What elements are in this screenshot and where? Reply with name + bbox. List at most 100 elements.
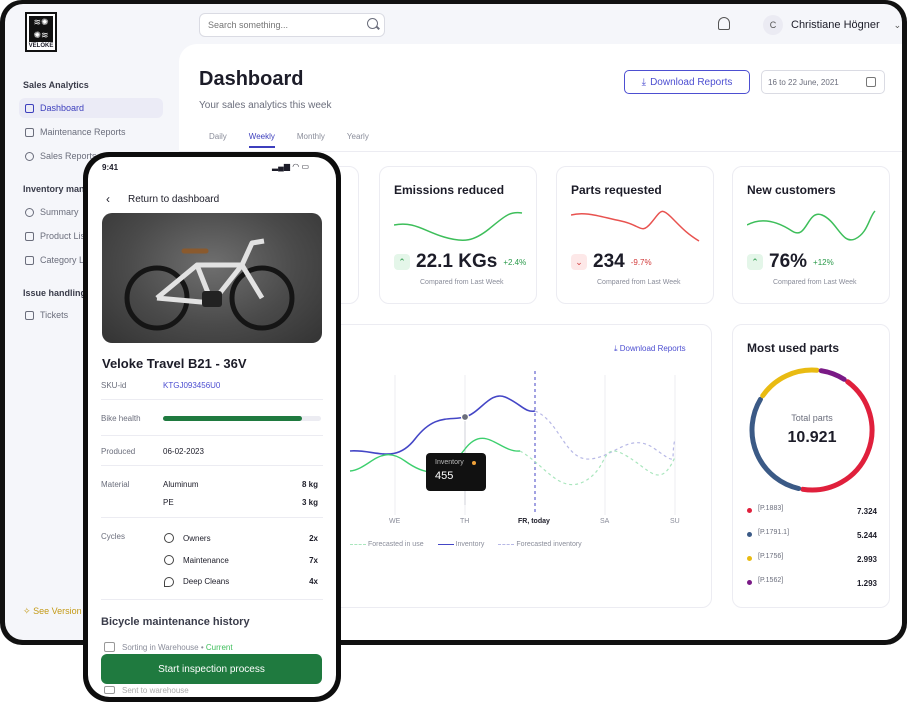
ticket-icon: [25, 310, 34, 320]
category-icon: [25, 255, 34, 265]
user-menu[interactable]: C Christiane Högner ⌄: [763, 14, 901, 36]
sparkle-icon: ✧: [23, 606, 31, 616]
brand-logo[interactable]: ≋✺ ✺≋ VELOKE: [25, 12, 57, 52]
legend-swatch: [437, 543, 454, 545]
x-tick: SU: [670, 518, 680, 525]
sidebar-item-tickets[interactable]: Tickets: [19, 305, 163, 325]
kpi-value-row: ⌄ 234 -9.7%: [571, 251, 652, 273]
sidebar-item-label: Sales Reports: [40, 151, 97, 161]
warehouse-icon: [104, 642, 115, 652]
date-range-picker[interactable]: 16 to 22 June, 2021: [761, 70, 885, 94]
sidebar-item-category-list[interactable]: Category List: [19, 250, 163, 270]
legend-label: Forecasted inventory: [516, 541, 582, 548]
chevron-down-icon: ⌄: [893, 19, 902, 30]
download-label: Download Reports: [650, 76, 733, 88]
chart-download-link[interactable]: ⤓ Download Reports: [614, 344, 686, 354]
cycle-count: 7x: [309, 556, 318, 565]
calendar-icon: [866, 77, 876, 87]
kpi-title: Parts requested: [571, 183, 662, 197]
tooltip-dot-icon: [472, 461, 476, 465]
grid-icon: [25, 231, 34, 241]
part-id: [P.1883]: [758, 505, 784, 512]
donut-slice[interactable]: [800, 379, 875, 493]
health-label: Bike health: [101, 414, 141, 423]
cycle-count: 2x: [309, 534, 318, 543]
legend-forecast-inventory: Forecasted inventory: [498, 541, 582, 548]
cycle-name: Maintenance: [183, 556, 229, 565]
donut-slice[interactable]: [749, 396, 802, 492]
history-item: Sent to warehouse: [122, 686, 189, 695]
logo-mark-icon: ≋✺ ✺≋: [29, 16, 53, 42]
tab-yearly[interactable]: Yearly: [346, 132, 369, 141]
tab-daily[interactable]: Daily: [209, 132, 227, 141]
dashboard-icon: [25, 103, 34, 113]
sidebar-item-product-list[interactable]: Product List: [19, 226, 163, 246]
sidebar-item-sales-reports[interactable]: Sales Reports: [19, 146, 163, 166]
sidebar-item-label: Product List: [40, 231, 88, 241]
history-item: Sorting in Warehouse • Current: [122, 643, 233, 652]
x-tick-today: FR, today: [518, 518, 550, 525]
kpi-sparkline: [394, 211, 523, 242]
sidebar-section-inventory: Inventory mana: [23, 184, 90, 194]
notification-bell-icon[interactable]: [718, 17, 730, 30]
divider: [101, 435, 323, 436]
sidebar-section-issues: Issue handling: [23, 288, 87, 298]
material-name: PE: [163, 498, 174, 507]
donut-slice[interactable]: [760, 367, 820, 399]
sidebar-item-dashboard[interactable]: Dashboard: [19, 98, 163, 118]
sku-label: SKU-id: [101, 381, 127, 390]
cycle-name: Owners: [183, 534, 211, 543]
sidebar-item-label: Dashboard: [40, 103, 85, 113]
part-value: 5.244: [856, 531, 877, 540]
produced-value: 06-02-2023: [163, 447, 204, 456]
download-icon: ⤓: [641, 76, 647, 88]
cycle-count: 4x: [309, 577, 318, 586]
page-subtitle: Your sales analytics this week: [199, 100, 332, 111]
chart-legend: Forecasted in use Inventory Forecasted i…: [350, 541, 582, 548]
tooltip-value: 455: [435, 470, 454, 482]
kpi-sparkline: [571, 210, 700, 242]
battery-icon: ▭: [301, 162, 309, 171]
donut-slice[interactable]: [818, 368, 847, 382]
total-parts-value: 10.921: [787, 429, 837, 446]
health-bar-fill: [163, 416, 303, 421]
user-name: Christiane Högner: [791, 19, 880, 31]
tabs-divider: [179, 151, 902, 152]
legend-label: Forecasted in use: [367, 541, 424, 548]
search-icon[interactable]: [367, 18, 378, 29]
back-link[interactable]: Return to dashboard: [128, 194, 220, 205]
legend-swatch: [350, 543, 366, 545]
device-frame: ≋✺✺≋ VELOKE C Christiane Högner ⌄ Sales …: [0, 0, 907, 645]
sidebar-item-maintenance-reports[interactable]: Maintenance Reports: [19, 122, 163, 142]
sku-value[interactable]: KTGJ093456U0: [163, 381, 221, 390]
tooltip-label: Inventory: [435, 459, 464, 466]
top-bar: ≋✺✺≋ VELOKE C Christiane Högner ⌄: [5, 4, 902, 52]
search-input[interactable]: [199, 13, 385, 37]
bike-image: [102, 213, 322, 343]
divider: [101, 465, 323, 466]
owners-cycle-icon: [164, 533, 174, 543]
tab-monthly[interactable]: Monthly: [296, 132, 325, 141]
divider: [101, 599, 323, 600]
hover-point[interactable]: [460, 412, 470, 422]
kpi-card-customers: New customers ⌃ 76% +12% Compared from L…: [732, 166, 890, 304]
trend-up-icon: ⌃: [394, 254, 410, 270]
material-weight: 8 kg: [301, 480, 318, 489]
sales-icon: [25, 151, 34, 161]
start-inspection-button[interactable]: Start inspection process: [101, 654, 322, 684]
tab-weekly[interactable]: Weekly: [248, 132, 275, 148]
download-icon: ⤓: [614, 344, 618, 353]
part-row: [P.1791.1] 5.244: [747, 529, 877, 543]
signal-icon: ▂▄▆: [272, 162, 290, 171]
kpi-title: New customers: [747, 183, 836, 197]
download-reports-button[interactable]: ⤓ Download Reports: [624, 70, 750, 94]
sidebar-section-sales: Sales Analytics: [23, 80, 89, 90]
sidebar-item-summary[interactable]: Summary: [19, 202, 163, 222]
back-arrow-icon[interactable]: ‹: [106, 192, 110, 206]
kpi-value: 76%: [769, 251, 808, 272]
kpi-delta: -9.7%: [630, 257, 652, 267]
legend-label: Inventory: [455, 541, 485, 548]
most-used-parts-card: Most used parts Total parts 10.921 [P.18…: [732, 324, 890, 608]
forecast-in-use-series: [519, 450, 676, 486]
see-version-link[interactable]: ✧ See Version: [23, 606, 82, 617]
